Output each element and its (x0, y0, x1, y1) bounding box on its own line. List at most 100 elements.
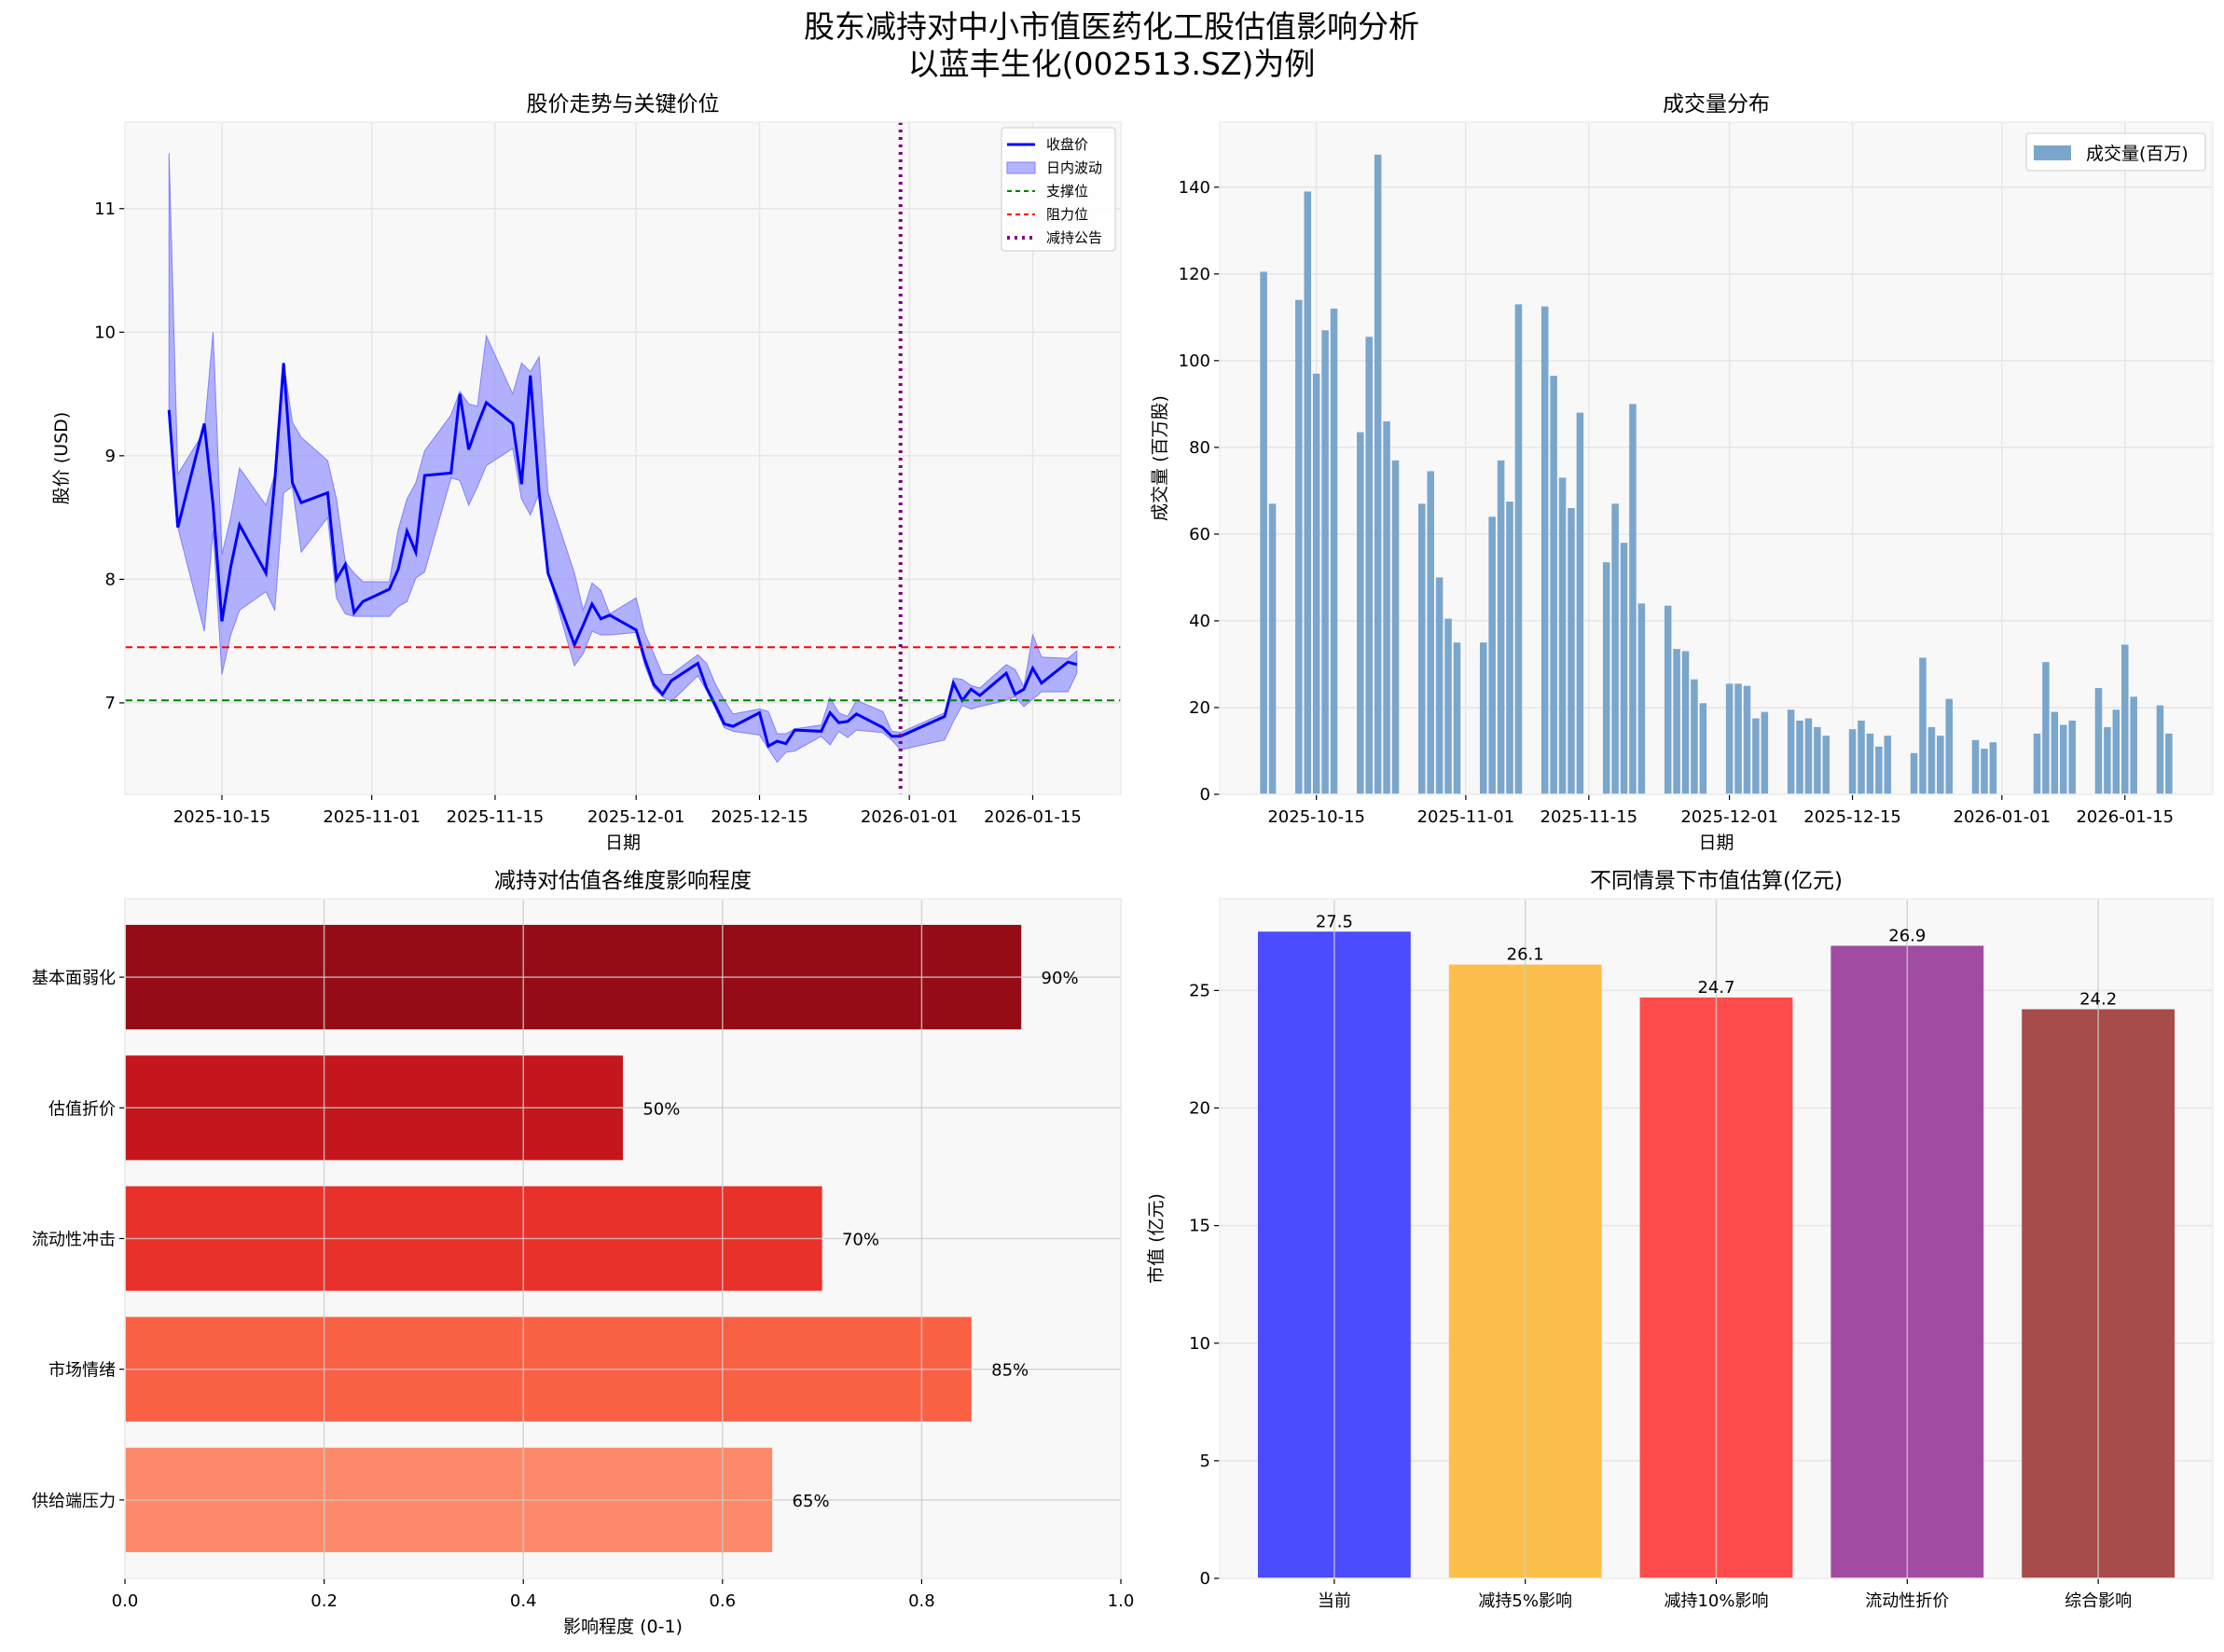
volume-bar (2165, 733, 2173, 794)
y-tick-label: 0 (1200, 785, 1210, 805)
y-tick-label: 流动性冲击 (32, 1231, 116, 1250)
y-axis-label: 股价 (USD) (51, 412, 72, 504)
volume-bar (2051, 711, 2059, 794)
volume-bar (1418, 503, 1426, 794)
x-tick-label: 0.0 (112, 1591, 139, 1611)
y-tick-label: 7 (105, 694, 116, 713)
volume-bar (1848, 729, 1857, 794)
legend-label: 日内波动 (1046, 159, 1102, 176)
volume-bar (1374, 154, 1382, 795)
x-tick-label: 2026-01-01 (1954, 807, 2051, 827)
y-tick-label: 25 (1189, 981, 1210, 1000)
volume-bar (1576, 412, 1584, 794)
volume-bar (1691, 679, 1698, 794)
y-tick-label: 基本面弱化 (32, 969, 116, 988)
volume-bar (1611, 503, 1619, 794)
volume-bar (1427, 471, 1434, 794)
x-tick-label: 2025-11-15 (1540, 807, 1638, 827)
x-tick-label: 2025-12-15 (1803, 807, 1901, 827)
y-tick-label: 80 (1189, 438, 1210, 458)
x-tick-label: 2026-01-15 (2076, 807, 2174, 827)
volume-bar (1514, 304, 1523, 794)
volume-bar (1383, 420, 1390, 794)
legend-label: 支撑位 (1046, 183, 1088, 200)
legend-label: 收盘价 (1046, 136, 1088, 153)
volume-bar (1919, 657, 1927, 794)
close-price-line (167, 363, 1078, 749)
x-tick-label: 1.0 (1108, 1591, 1135, 1611)
volume-bar (1937, 736, 1944, 794)
volume-bar (1506, 502, 1513, 794)
volume-bar (1435, 577, 1444, 794)
volume-bar (1761, 711, 1769, 794)
volume-bar (1664, 605, 1672, 794)
volume-bar (1540, 306, 1549, 794)
x-tick-label: 2025-11-01 (323, 807, 421, 827)
y-tick-label: 8 (105, 570, 116, 589)
volume-bar (1444, 618, 1452, 794)
y-tick-label: 60 (1189, 525, 1210, 544)
volume-bar (1725, 683, 1734, 794)
volume-bar (2156, 705, 2164, 794)
volume-bar (1814, 726, 1821, 794)
volume-bar (1365, 337, 1373, 794)
volume-bar (1497, 460, 1505, 794)
volume-bar (1673, 649, 1680, 794)
volume-bar (2112, 709, 2120, 794)
y-tick-label: 120 (1179, 265, 1210, 284)
y-tick-label: 40 (1189, 612, 1210, 631)
volume-bar (1875, 746, 1883, 794)
volume-bar (2130, 696, 2137, 794)
volume-bar (1558, 477, 1567, 794)
y-tick-label: 100 (1179, 351, 1210, 371)
y-tick-label: 10 (1189, 1334, 1210, 1354)
volume-bar (1295, 299, 1303, 794)
volume-bar (1804, 718, 1813, 794)
legend-swatch (1006, 161, 1036, 174)
x-tick-label: 2025-12-15 (711, 807, 808, 827)
volume-bar (1629, 404, 1637, 794)
x-axis-label: 日期 (605, 833, 641, 853)
volume-bar (1568, 507, 1575, 794)
plot-border (124, 121, 1122, 795)
x-tick-label: 当前 (1318, 1591, 1351, 1611)
volume-bar (1637, 603, 1646, 794)
volume-bar (1787, 709, 1795, 794)
x-tick-label: 2025-12-01 (587, 807, 685, 827)
volume-bar (1268, 503, 1277, 794)
x-tick-label: 2025-10-15 (173, 807, 271, 827)
volume-bar (2068, 720, 2076, 794)
x-tick-label: 2026-01-15 (984, 807, 1082, 827)
volume-bar (1971, 739, 1980, 794)
x-axis-label: 影响程度 (0-1) (563, 1617, 683, 1637)
legend (1001, 127, 1116, 252)
y-tick-label: 5 (1200, 1452, 1210, 1471)
volume-bar (1927, 726, 1936, 794)
data-label: 90% (1042, 969, 1079, 988)
volume-bar (1453, 642, 1461, 794)
y-tick-label: 20 (1189, 1099, 1210, 1119)
x-tick-label: 综合影响 (2065, 1591, 2132, 1611)
x-tick-label: 0.6 (709, 1591, 736, 1611)
volume-bar (1391, 460, 1400, 794)
data-label: 24.2 (2079, 990, 2117, 1010)
data-label: 27.5 (1316, 912, 1353, 931)
volume-bar (1602, 562, 1610, 794)
legend (2025, 132, 2206, 172)
volume-bar (1699, 703, 1707, 794)
volume-bar (1330, 309, 1338, 794)
volume-bar (1743, 685, 1751, 794)
y-axis-label: 市值 (亿元) (1146, 1193, 1167, 1284)
volume-bar (1884, 736, 1892, 794)
x-tick-label: 2026-01-01 (861, 807, 959, 827)
volume-bar (2094, 688, 2103, 794)
volume-bar (1989, 742, 1997, 794)
volume-bar (2104, 726, 2111, 794)
legend-label: 减持公告 (1046, 229, 1102, 246)
chart-title: 成交量分布 (1663, 92, 1770, 117)
volume-bar (1550, 376, 1557, 794)
volume-bar (1734, 683, 1742, 794)
y-tick-label: 140 (1179, 178, 1210, 198)
chart-title: 减持对估值各维度影响程度 (494, 869, 752, 893)
